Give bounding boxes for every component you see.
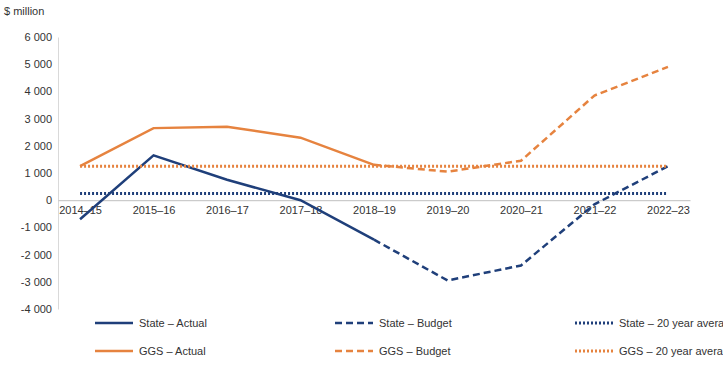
x-tick-label: 2016–17 [206, 204, 249, 216]
series-line [80, 192, 668, 195]
x-tick: 2018–19 [353, 200, 396, 216]
legend-item: GGS – Budget [335, 345, 451, 357]
legend-label: State – Actual [139, 317, 207, 329]
y-tick: -1 000 [21, 221, 58, 233]
y-tick: 3 000 [24, 113, 58, 125]
x-tick-label: 2017–18 [280, 204, 323, 216]
x-tick: 2022–23 [647, 200, 690, 216]
legend-item: GGS – Actual [95, 345, 206, 357]
y-tick: 4 000 [24, 85, 58, 97]
chart: $ million -4 000 -3 000 -2 000 -1 000 0 1 000 2… [0, 0, 723, 373]
y-tick-label: -4 000 [21, 303, 52, 315]
legend-label: GGS – Budget [379, 345, 451, 357]
series-line [80, 127, 374, 166]
y-axis-label: $ million [4, 5, 44, 17]
y-tick: -4 000 [21, 303, 58, 315]
x-tick: 2020–21 [500, 200, 543, 216]
x-tick-label: 2019–20 [427, 204, 470, 216]
legend-item: State – Actual [95, 317, 207, 329]
series-line [374, 67, 668, 172]
legend-swatch [95, 322, 133, 325]
legend-swatch [575, 350, 613, 353]
legend-swatch [575, 322, 613, 325]
legend-swatch [95, 350, 133, 353]
y-tick-label: 2 000 [24, 140, 52, 152]
series-line [80, 165, 668, 168]
legend: State – Actual State – Budget State – 20 y… [95, 317, 723, 357]
y-axis-line [58, 38, 59, 310]
y-tick-label: 0 [46, 194, 52, 206]
x-tick-label: 2015–16 [133, 204, 176, 216]
y-axis: -4 000 -3 000 -2 000 -1 000 0 1 000 2 000 3 000… [21, 31, 59, 315]
x-tick: 2016–17 [206, 200, 249, 216]
series-line [374, 166, 668, 280]
x-tick-label: 2018–19 [353, 204, 396, 216]
legend-swatch [335, 322, 373, 325]
x-axis-line [59, 200, 691, 201]
legend-swatch [335, 350, 373, 353]
y-tick: 1 000 [24, 167, 58, 179]
legend-label: GGS – 20 year average [619, 345, 723, 357]
y-tick: 0 [46, 194, 58, 206]
y-tick: 5 000 [24, 58, 58, 70]
y-tick-label: 1 000 [24, 167, 52, 179]
legend-label: State – Budget [379, 317, 452, 329]
x-tick: 2014–15 [59, 200, 102, 216]
legend-item: GGS – 20 year average [575, 345, 723, 357]
y-tick: 2 000 [24, 140, 58, 152]
x-tick-label: 2021–22 [574, 204, 617, 216]
legend-label: State – 20 year average [619, 317, 723, 329]
legend-item: State – 20 year average [575, 317, 723, 329]
x-tick-label: 2022–23 [647, 204, 690, 216]
y-tick-label: -2 000 [21, 249, 52, 261]
y-tick: -3 000 [21, 276, 58, 288]
y-tick-label: 4 000 [24, 85, 52, 97]
y-tick-label: 6 000 [24, 31, 52, 43]
x-tick: 2019–20 [427, 200, 470, 216]
y-tick-label: -3 000 [21, 276, 52, 288]
plot-area [80, 67, 668, 281]
x-tick: 2021–22 [574, 200, 617, 216]
y-tick-label: 3 000 [24, 113, 52, 125]
legend-item: State – Budget [335, 317, 452, 329]
y-tick: 6 000 [24, 31, 58, 43]
legend-label: GGS – Actual [139, 345, 206, 357]
y-tick-label: -1 000 [21, 221, 52, 233]
y-tick-label: 5 000 [24, 58, 52, 70]
x-tick: 2015–16 [133, 200, 176, 216]
x-tick-label: 2020–21 [500, 204, 543, 216]
series-line [80, 155, 374, 239]
y-tick: -2 000 [21, 249, 58, 261]
